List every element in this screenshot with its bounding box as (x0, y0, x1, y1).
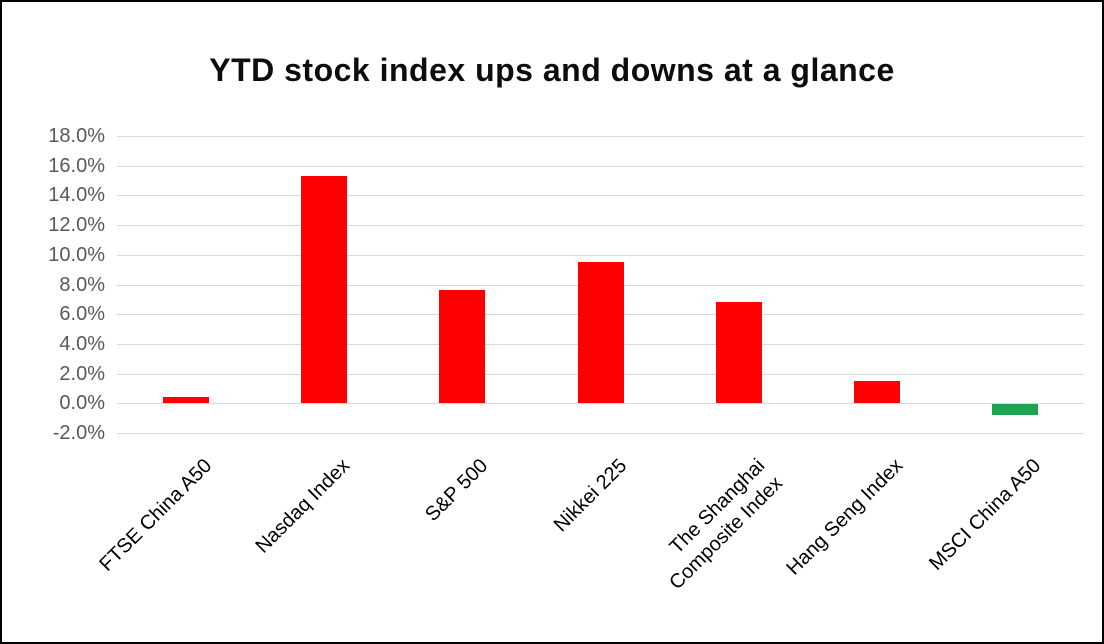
chart-title: YTD stock index ups and downs at a glanc… (209, 52, 895, 88)
bar (853, 381, 900, 404)
y-tick-label: 0.0% (59, 392, 105, 415)
gridline (117, 433, 1084, 434)
y-tick-label: 16.0% (48, 154, 105, 177)
y-tick-label: 14.0% (48, 184, 105, 207)
y-tick-label: 12.0% (48, 214, 105, 237)
bar (715, 302, 762, 404)
bar (991, 404, 1038, 415)
y-tick-label: 6.0% (59, 303, 105, 326)
bar (439, 290, 486, 404)
y-tick-label: 2.0% (59, 362, 105, 385)
gridline (117, 403, 1084, 405)
bar (163, 397, 210, 404)
gridline (117, 254, 1084, 256)
bar (301, 176, 348, 404)
gridline (117, 195, 1084, 197)
gridline (117, 225, 1084, 227)
y-tick-label: 4.0% (59, 332, 105, 355)
gridline (117, 165, 1084, 167)
y-tick-label: 8.0% (59, 273, 105, 296)
y-tick-label: 18.0% (48, 125, 105, 147)
y-tick-label: 10.0% (48, 243, 105, 266)
bar (577, 262, 624, 404)
y-tick-label: -2.0% (52, 422, 105, 444)
gridline (117, 136, 1084, 137)
